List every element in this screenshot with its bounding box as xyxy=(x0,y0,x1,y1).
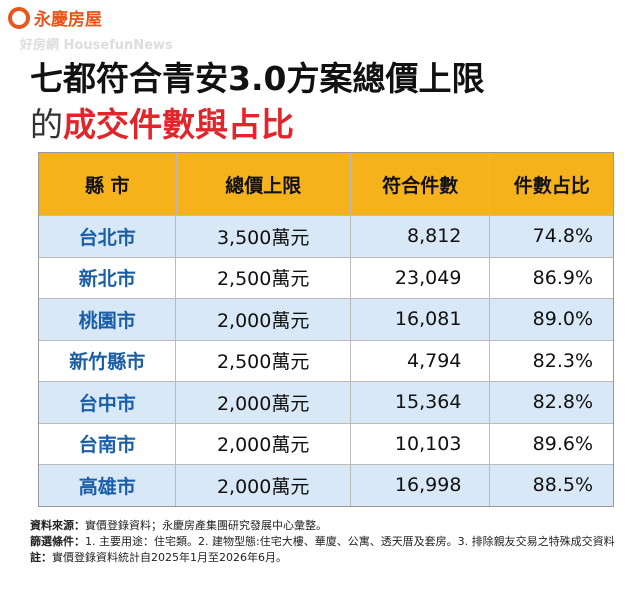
cell: 23,049 xyxy=(349,257,490,298)
cell: 2,500萬元 xyxy=(175,340,349,381)
note: 篩選條件：1. 主要用途：住宅類。2. 建物型態:住宅大樓、華廈、公寓、透天厝及… xyxy=(30,534,620,550)
cell: 16,998 xyxy=(349,465,490,506)
table-row: 新竹縣市 2,500萬元 4,794 82.3% xyxy=(39,339,613,381)
cell: 台南市 xyxy=(78,434,136,457)
cell: 3,500萬元 xyxy=(175,216,349,257)
table-row: 高雄市 2,000萬元 16,998 88.5% xyxy=(39,464,613,506)
table-row: 台中市 2,000萬元 15,364 82.8% xyxy=(39,381,613,423)
cell: 10,103 xyxy=(349,423,490,464)
note-label: 篩選條件： xyxy=(30,535,85,548)
cell: 8,812 xyxy=(349,216,490,257)
cell: 新北市 xyxy=(78,268,136,291)
column-header: 縣 市 xyxy=(84,174,130,197)
table-row: 台南市 2,000萬元 10,103 89.6% xyxy=(39,422,613,464)
cell: 4,794 xyxy=(349,340,490,381)
table-row: 桃園市 2,000萬元 16,081 89.0% xyxy=(39,298,613,340)
cell: 88.5% xyxy=(489,465,613,506)
cell: 2,000萬元 xyxy=(175,423,349,464)
cell: 89.6% xyxy=(489,423,613,464)
note-text: 實價登錄資料；永慶房產集團研究發展中心彙整。 xyxy=(85,519,327,532)
header-row: 縣 市 總價上限 符合件數 件數占比 xyxy=(39,153,613,215)
note: 註：實價登錄資料統計自2025年1月至2026年6月。 xyxy=(30,550,620,566)
cell: 桃園市 xyxy=(78,309,136,332)
subtitle: 的成交件數與占比 xyxy=(30,98,294,146)
note-text: 實價登錄資料統計自2025年1月至2026年6月。 xyxy=(52,551,287,564)
cell: 高雄市 xyxy=(78,475,136,498)
table-row: 新北市 2,500萬元 23,049 86.9% xyxy=(39,256,613,298)
title: 七都符合青安3.0方案總價上限 xyxy=(30,59,485,98)
cell: 2,500萬元 xyxy=(175,257,349,298)
cell: 台中市 xyxy=(78,392,136,415)
table-row: 台北市 3,500萬元 8,812 74.8% xyxy=(39,215,613,257)
watermark: 好房網 HousefunNews xyxy=(20,38,173,53)
note-label: 資料來源： xyxy=(30,519,85,532)
note: 資料來源：實價登錄資料；永慶房產集團研究發展中心彙整。 xyxy=(30,518,620,534)
column-header: 總價上限 xyxy=(175,153,350,215)
cell: 台北市 xyxy=(78,226,136,249)
cell: 2,000萬元 xyxy=(175,299,349,340)
cell: 16,081 xyxy=(349,299,490,340)
cell: 2,000萬元 xyxy=(175,465,349,506)
notes: 資料來源：實價登錄資料；永慶房產集團研究發展中心彙整。 篩選條件：1. 主要用途：… xyxy=(30,518,620,566)
cell: 86.9% xyxy=(489,257,613,298)
cell: 82.3% xyxy=(489,340,613,381)
cell: 新竹縣市 xyxy=(69,351,146,374)
cell: 82.8% xyxy=(489,382,613,423)
note-label: 註： xyxy=(30,551,52,564)
cell: 2,000萬元 xyxy=(175,382,349,423)
note-text: 1. 主要用途：住宅類。2. 建物型態:住宅大樓、華廈、公寓、透天厝及套房。3.… xyxy=(85,535,615,548)
column-header: 符合件數 xyxy=(349,153,490,215)
subtitle-prefix: 的 xyxy=(30,105,63,144)
logo-text: 永慶房屋 xyxy=(34,10,102,30)
table: 縣 市 總價上限 符合件數 件數占比台北市 3,500萬元 8,812 74.8% 新北市 2,… xyxy=(38,152,614,507)
subtitle-highlight: 成交件數與占比 xyxy=(63,105,294,144)
cell: 15,364 xyxy=(349,382,490,423)
logo: 永慶房屋 xyxy=(8,5,102,30)
cell: 74.8% xyxy=(489,216,613,257)
column-header: 件數占比 xyxy=(489,153,613,215)
cell: 89.0% xyxy=(489,299,613,340)
